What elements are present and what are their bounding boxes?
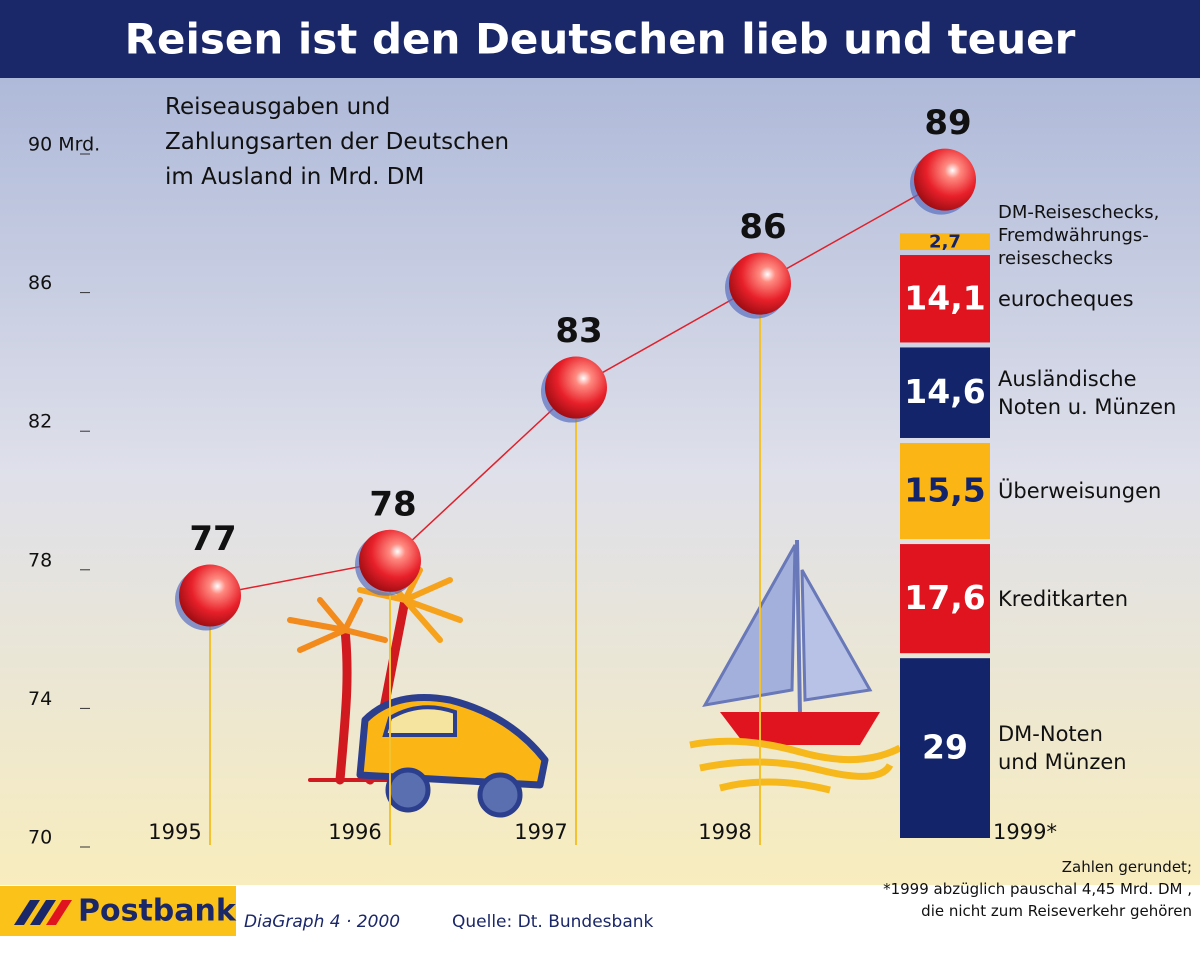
y-tick-label: 70	[28, 827, 52, 849]
legend-label: Überweisungen	[998, 479, 1162, 504]
x-tick-label: 1997	[514, 820, 567, 844]
y-tick-label: 82	[28, 411, 52, 433]
data-label: 83	[555, 311, 602, 351]
title-bar	[0, 0, 1200, 78]
data-label: 77	[189, 519, 236, 559]
brand: Postbank	[78, 894, 237, 929]
x-tick-label: 1999*	[993, 820, 1057, 844]
segment-label: 15,5	[904, 471, 985, 510]
segment-label: 17,6	[904, 578, 985, 617]
chart-title: Reisen ist den Deutschen lieb und teuer	[125, 15, 1076, 64]
point	[729, 252, 791, 315]
y-tick-label: 78	[28, 549, 52, 571]
data-label: 86	[739, 207, 786, 247]
breakdown-segment	[900, 544, 990, 654]
y-tick-label: 86	[28, 272, 52, 294]
legend-label: DM-Reiseschecks, Fremdwährungs- reisesch…	[998, 202, 1160, 270]
x-tick-label: 1996	[328, 820, 381, 844]
x-tick-label: 1998	[698, 820, 751, 844]
breakdown-segment	[900, 658, 990, 838]
x-tick-label: 1995	[148, 820, 201, 844]
point	[914, 148, 976, 211]
legend-label: Kreditkarten	[998, 586, 1129, 611]
segment-label: 2,7	[929, 232, 961, 253]
legend-label: Ausländische Noten u. Münzen	[998, 366, 1177, 419]
point	[179, 564, 241, 627]
breakdown-segment	[900, 233, 990, 251]
segment-label: 29	[922, 728, 968, 767]
point	[359, 529, 421, 592]
logo-mark	[14, 900, 72, 925]
y-tick-label: 90 Mrd.	[28, 134, 100, 156]
point	[545, 356, 607, 419]
car-illustration	[356, 694, 549, 818]
breakdown-segment	[900, 442, 990, 540]
legend-label: eurocheques	[998, 286, 1134, 311]
data-label: 89	[924, 103, 971, 143]
subtitle: Reiseausgaben und Zahlungsarten der Deut…	[165, 94, 510, 190]
data-label: 78	[369, 484, 416, 524]
credit: DiaGraph 4 · 2000	[244, 912, 400, 932]
segment-label: 14,6	[904, 372, 985, 411]
notes: Zahlen gerundet; *1999 abzüglich pauscha…	[883, 858, 1192, 920]
breakdown-segment	[900, 255, 990, 343]
legend-label: DM-Noten und Münzen	[998, 722, 1127, 775]
breakdown-segment	[900, 347, 990, 438]
y-tick-label: 74	[28, 688, 52, 710]
source: Quelle: Dt. Bundesbank	[452, 912, 654, 932]
segment-label: 14,1	[904, 278, 985, 317]
